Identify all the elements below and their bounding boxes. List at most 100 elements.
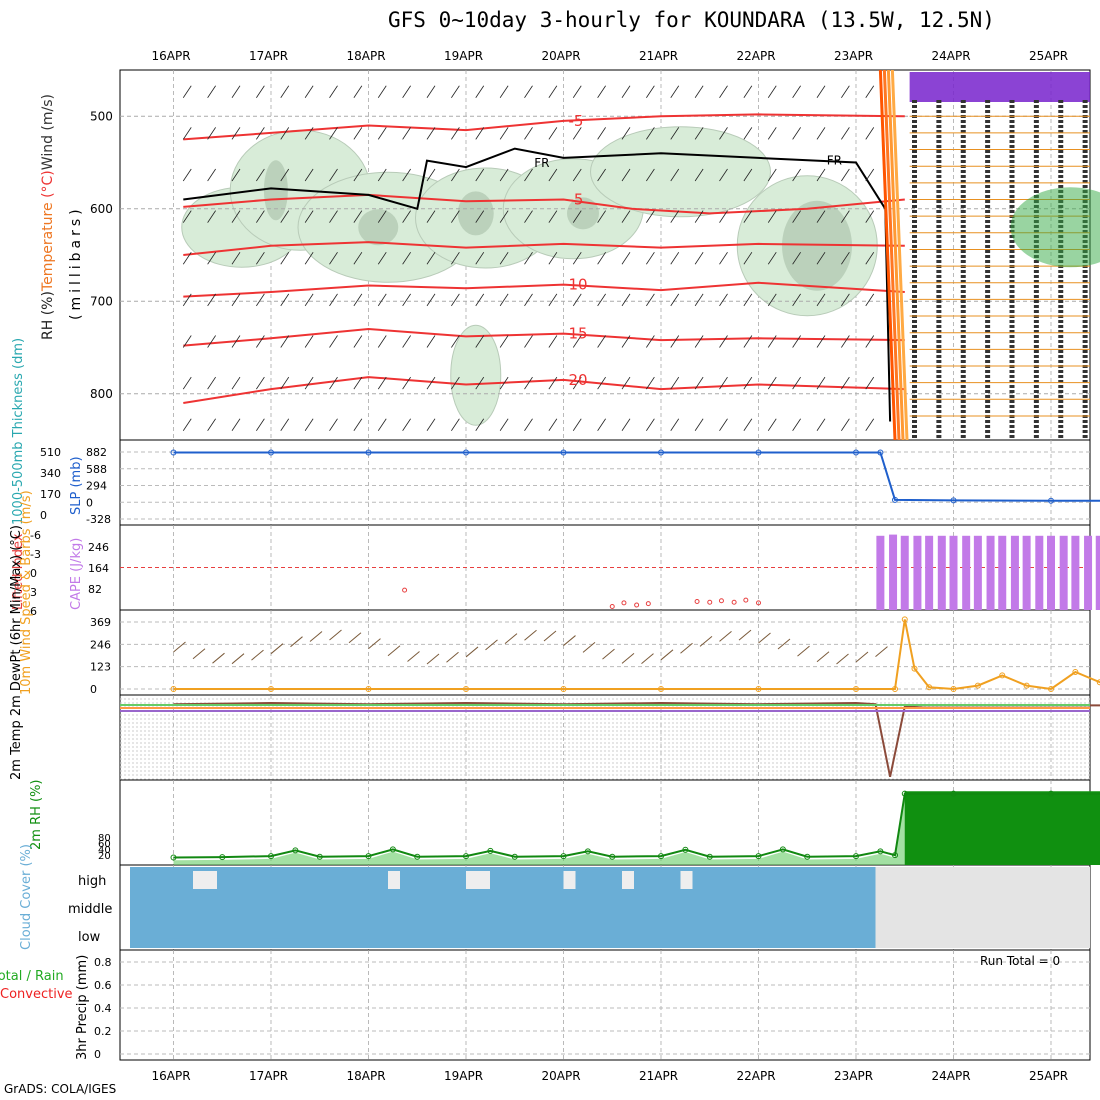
wind-speed-series-point	[926, 684, 933, 691]
temperature-contour	[183, 241, 905, 256]
rh2m-series-point	[877, 848, 884, 855]
y-tick-label: 800	[90, 387, 113, 401]
wind-barb	[597, 293, 606, 307]
temperature-contour-label: 10	[569, 276, 588, 294]
li-ylabel: Lifted Index	[11, 533, 26, 610]
slp-series-point	[463, 449, 469, 456]
wind-barb	[475, 293, 485, 307]
surface-wind-barb	[407, 651, 420, 662]
li-tick-label: -3	[30, 548, 41, 561]
wind-barb	[816, 376, 826, 390]
wind-barb	[304, 335, 314, 348]
wind-speed-series-point	[1023, 682, 1030, 689]
wind-barb	[865, 168, 875, 182]
li-point	[731, 599, 737, 605]
break-contour	[890, 69, 909, 441]
rh-shading-dark	[358, 209, 399, 246]
wind-barb	[207, 252, 216, 265]
wind-barb	[841, 335, 850, 348]
wind-barb	[719, 85, 728, 98]
wind-speed-series-point	[853, 686, 859, 692]
surface-wind-barb	[563, 635, 576, 646]
cape-bar	[900, 535, 909, 610]
wind-barb	[524, 293, 533, 307]
wind-barb	[182, 85, 192, 98]
temperature-contour-label: -5	[569, 112, 584, 130]
wind-barb	[256, 252, 265, 265]
wind-barb	[743, 85, 753, 98]
x-tick-label-bottom: 21APR	[639, 1069, 678, 1083]
wind-barb	[182, 252, 192, 265]
wind-barb	[719, 418, 728, 431]
wind-barb	[402, 127, 411, 140]
wind-barb	[426, 252, 436, 265]
wind-barb	[767, 168, 777, 182]
wind-barb	[499, 252, 509, 265]
wind-barb	[816, 85, 826, 98]
rh2m-high-block	[904, 791, 1100, 865]
wind-tick-label: 123	[90, 661, 111, 674]
wind-barb	[329, 168, 338, 182]
rh-shading	[590, 126, 771, 218]
temperature-contour-label: -5	[569, 191, 584, 209]
wind-barb	[402, 85, 411, 98]
wind-barb	[451, 252, 460, 265]
wind-barb	[353, 376, 363, 390]
cape-bar	[1010, 535, 1019, 610]
wind-barb	[743, 335, 753, 348]
wind-barb	[597, 252, 606, 265]
wind-barb	[572, 252, 582, 265]
wind-barb	[256, 85, 265, 98]
wind-barb	[548, 293, 558, 307]
slp-ylabel: SLP (mb)	[69, 456, 84, 515]
x-tick-label-top: 22APR	[737, 49, 776, 63]
wind-barb	[182, 418, 192, 431]
wind-barb	[865, 252, 875, 265]
wind-barb	[865, 85, 875, 98]
temperature-contour	[183, 327, 905, 347]
wind-barb	[451, 418, 460, 431]
wind-barb	[280, 252, 290, 265]
cloud-gap	[388, 871, 400, 889]
precip-legend-conv: Convective	[0, 987, 73, 1002]
surface-wind-barb	[797, 645, 810, 657]
cape-bar	[973, 535, 982, 610]
x-tick-label-bottom: 22APR	[737, 1069, 776, 1083]
wind-barb	[767, 376, 777, 390]
rh2m-series-point	[950, 790, 957, 797]
wind-barb	[499, 376, 509, 390]
wind-speed-series-point	[999, 672, 1006, 679]
wind-barb	[865, 127, 875, 140]
wind-speed-series-point	[755, 686, 762, 692]
wind-barb	[231, 335, 241, 348]
rh2m-series-point	[268, 853, 274, 860]
wind-barb	[451, 168, 460, 182]
surface-wind-barb	[777, 638, 791, 650]
wind-barb	[621, 252, 631, 265]
wind-speed-series-point	[365, 686, 372, 692]
cape-bar	[998, 535, 1007, 610]
wind-barb	[572, 127, 582, 140]
wind-barb	[816, 127, 826, 140]
surface-wind-barb	[348, 632, 362, 644]
wind-barb	[719, 252, 728, 265]
freezing-level-label: FR	[534, 156, 549, 170]
surface-wind-barb	[758, 632, 771, 644]
wind-barb	[841, 376, 850, 390]
wind-barb	[646, 335, 655, 348]
precip-tick-label: 0.6	[94, 979, 112, 992]
surface-wind-barb	[426, 653, 440, 665]
precip-ylabel: 3hr Precip (mm)	[75, 955, 90, 1060]
rh2m-series	[170, 790, 1100, 861]
wind-barb	[548, 376, 558, 390]
wind-barb	[475, 85, 485, 98]
cape-bar	[1035, 535, 1044, 610]
wind-barb	[499, 168, 509, 182]
wind-barb	[670, 335, 680, 348]
wind-barb	[475, 335, 485, 348]
wind-barb	[767, 210, 777, 223]
wind-barb	[694, 376, 704, 390]
wind-barb	[524, 168, 533, 182]
slp-series-point	[658, 449, 664, 456]
wind-barb	[402, 418, 411, 431]
